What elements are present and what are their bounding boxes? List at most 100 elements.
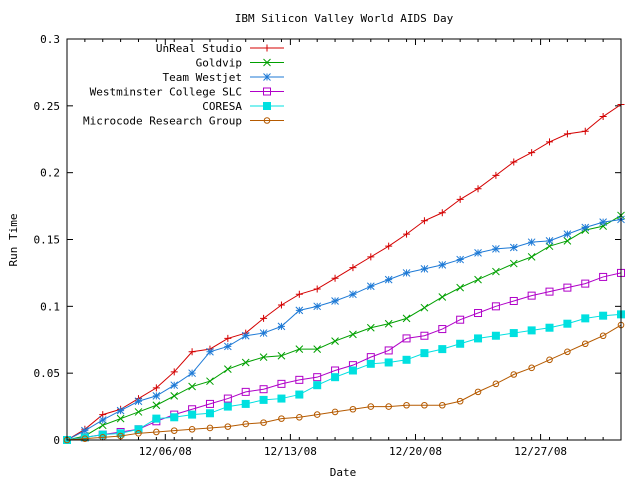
data-point — [134, 408, 143, 416]
data-point — [438, 325, 447, 334]
data-point — [474, 185, 482, 193]
data-point — [474, 275, 482, 284]
data-point — [403, 230, 411, 238]
legend-label: Team Westjet — [163, 71, 242, 84]
data-point — [509, 329, 518, 338]
y-tick-label: 0 — [53, 434, 60, 447]
data-point — [313, 381, 322, 390]
data-point — [402, 334, 411, 343]
data-point — [599, 311, 608, 320]
data-point — [349, 405, 357, 413]
x-tick-label: 12/13/08 — [264, 445, 317, 458]
data-point — [313, 373, 322, 382]
data-point — [80, 433, 89, 442]
data-point — [205, 399, 214, 408]
data-point — [313, 302, 322, 311]
data-point — [349, 264, 357, 272]
y-tick-label: 0.2 — [40, 167, 60, 180]
data-point — [152, 384, 160, 392]
data-point — [599, 332, 607, 340]
legend-label: CORESA — [202, 100, 242, 113]
data-point — [277, 394, 286, 403]
legend-label: Goldvip — [196, 57, 242, 70]
data-point — [581, 340, 589, 348]
data-point — [599, 272, 608, 281]
data-point — [331, 408, 339, 416]
data-point — [223, 365, 232, 374]
x-axis-label: Date — [330, 466, 357, 479]
y-tick-label: 0.1 — [40, 300, 60, 313]
data-point — [438, 345, 447, 354]
data-point — [581, 127, 589, 135]
data-point — [456, 283, 465, 292]
data-point — [206, 377, 214, 386]
data-point — [331, 337, 339, 345]
data-point — [402, 269, 411, 277]
data-point — [563, 130, 571, 138]
data-point — [259, 353, 268, 361]
data-point — [116, 414, 125, 423]
y-axis-label: Run Time — [7, 214, 20, 267]
axes: 0 0.05 0.1 0.15 0.2 0.25 0.3 12/06/08 12/13/08 12… — [34, 33, 621, 458]
data-point — [241, 358, 250, 367]
data-point — [510, 371, 518, 378]
data-point — [456, 195, 464, 203]
data-point — [456, 339, 465, 348]
data-point — [152, 401, 161, 410]
data-point — [313, 411, 321, 418]
data-point — [349, 290, 357, 299]
data-point — [420, 303, 429, 312]
data-point — [81, 426, 89, 435]
data-point — [260, 419, 267, 426]
data-point — [152, 392, 161, 400]
data-point — [117, 432, 124, 440]
data-point — [241, 399, 250, 408]
data-point — [295, 345, 304, 353]
data-point — [331, 274, 339, 282]
data-point — [510, 158, 518, 166]
data-point — [581, 314, 590, 323]
data-point — [170, 427, 178, 434]
data-point — [134, 425, 143, 434]
data-point — [296, 413, 303, 421]
data-point — [563, 319, 572, 328]
data-point — [188, 410, 197, 419]
data-point — [403, 401, 410, 409]
data-point — [546, 138, 554, 146]
data-point — [223, 394, 232, 403]
data-point — [438, 401, 446, 409]
data-point — [599, 113, 607, 121]
data-point — [331, 297, 339, 305]
data-point — [563, 230, 572, 239]
data-point — [278, 415, 285, 422]
data-point — [384, 319, 393, 328]
data-point — [223, 342, 232, 351]
data-point — [366, 323, 375, 332]
x-tick-label: 12/06/08 — [139, 445, 192, 458]
data-point — [277, 379, 286, 388]
data-point — [438, 293, 447, 301]
plot-frame — [66, 38, 622, 441]
y-tick-label: 0.05 — [34, 367, 61, 380]
data-point — [295, 390, 304, 399]
data-point — [206, 347, 214, 356]
data-point — [81, 435, 89, 442]
data-point — [438, 261, 447, 269]
data-point — [384, 346, 393, 355]
y-tick-label: 0.15 — [34, 234, 61, 247]
data-point — [260, 314, 268, 322]
data-point — [277, 351, 286, 360]
data-point — [564, 348, 571, 356]
data-point — [491, 302, 500, 311]
legend-label: Westminster College SLC — [90, 86, 242, 99]
data-point — [206, 424, 214, 432]
data-point — [474, 388, 482, 396]
data-point — [135, 430, 142, 437]
data-point — [366, 282, 375, 291]
chart-title: IBM Silicon Valley World AIDS Day — [235, 12, 454, 25]
data-point — [599, 218, 607, 226]
data-point — [134, 397, 143, 406]
data-point — [367, 253, 375, 261]
